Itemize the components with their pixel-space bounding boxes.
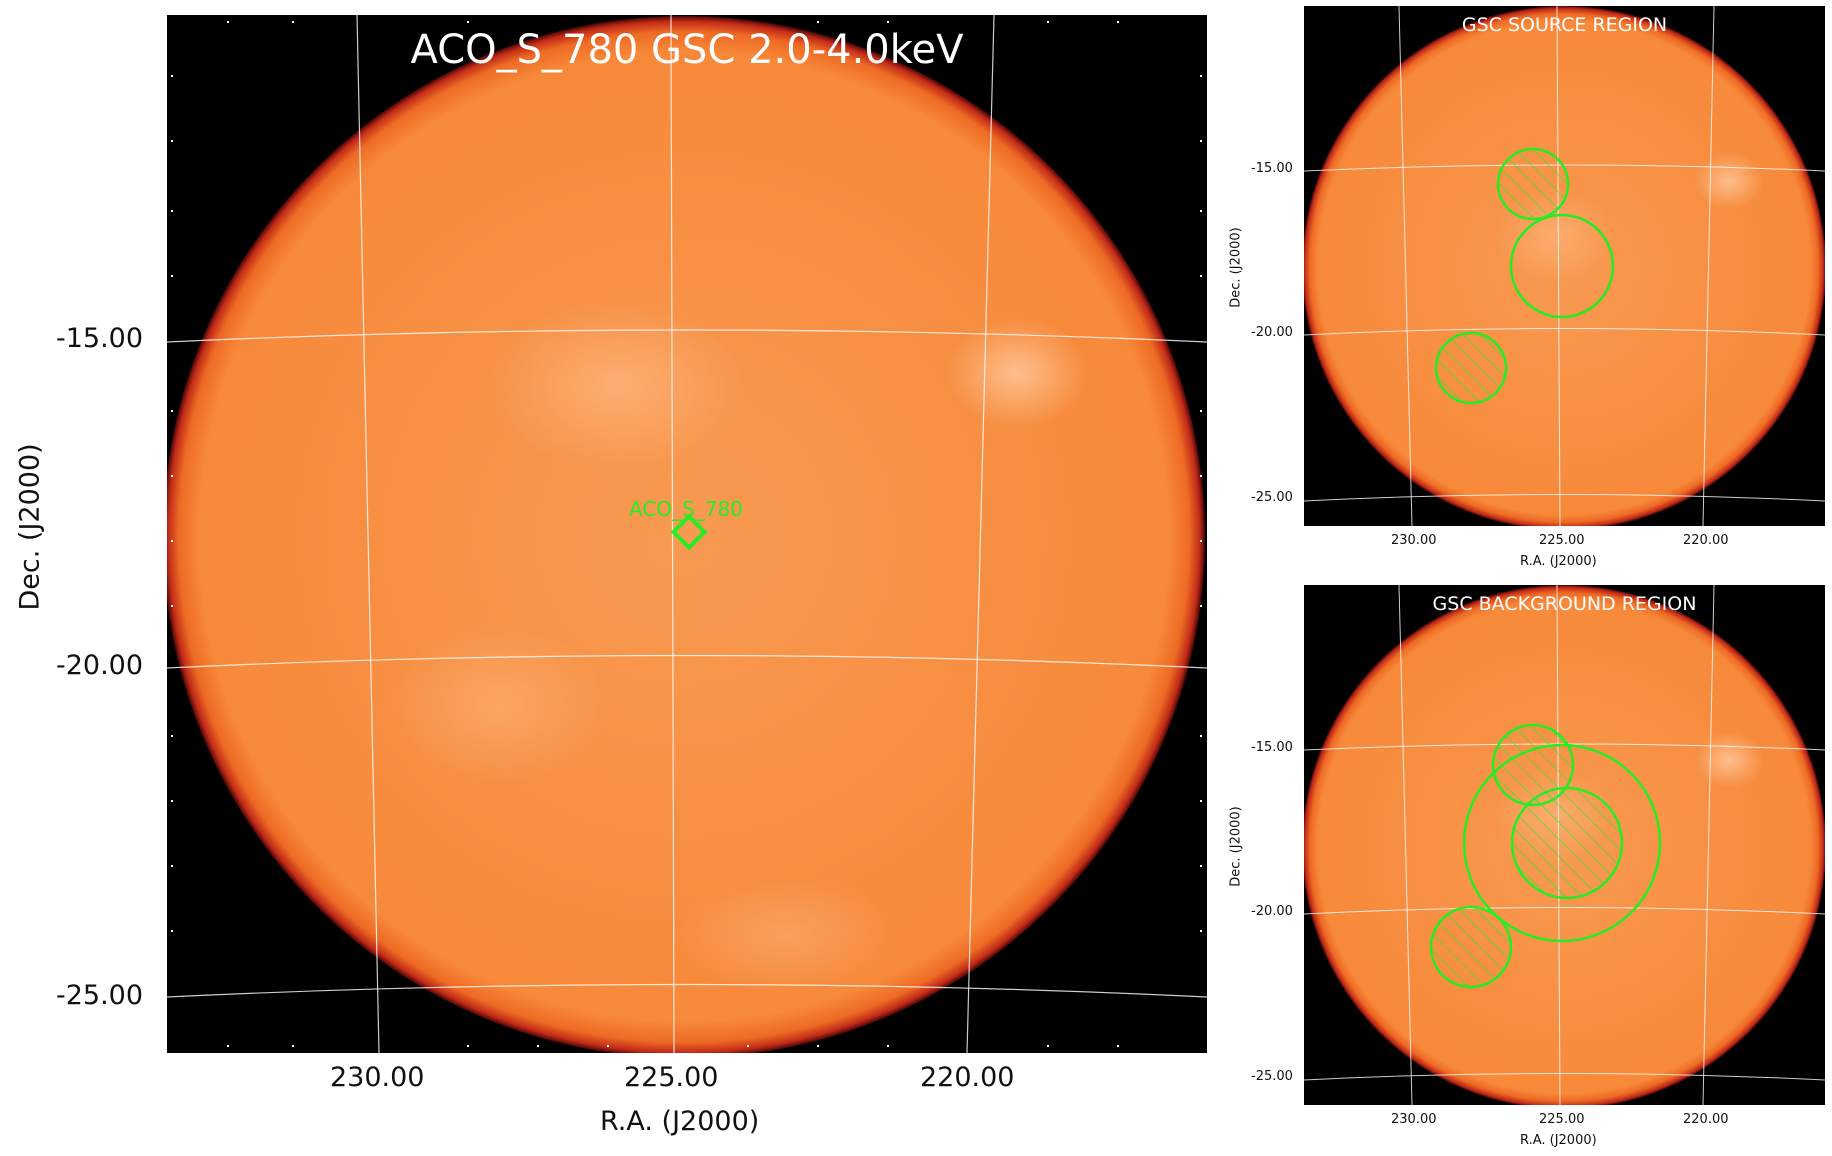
bg-ytick-3: -25.00 — [1251, 1069, 1293, 1084]
target-region-circle — [1509, 213, 1615, 319]
source-name-label: ACO_S_780 — [629, 497, 743, 521]
src-ytick-2: -20.00 — [1251, 325, 1293, 340]
main-ytick-3: -25.00 — [56, 980, 144, 1011]
bg-xlabel: R.A. (J2000) — [1520, 1133, 1597, 1148]
bg-xtick-2: 225.00 — [1539, 1112, 1585, 1127]
main-sky-image — [167, 15, 1207, 1053]
grid-ra-220 — [966, 15, 995, 1053]
grid-ra-230 — [356, 15, 380, 1053]
excluded-region-circle — [1429, 905, 1513, 989]
main-title: ACO_S_780 GSC 2.0-4.0keV — [410, 27, 964, 73]
source-position-marker — [670, 513, 708, 551]
src-ylabel: Dec. (J2000) — [1228, 227, 1244, 308]
bg-xtick-3: 220.00 — [1683, 1112, 1729, 1127]
coordinate-grid — [1304, 6, 1825, 526]
main-xlabel: R.A. (J2000) — [600, 1106, 760, 1137]
source-region-circle — [1496, 147, 1570, 221]
src-ytick-3: -25.00 — [1251, 490, 1293, 505]
main-xtick-2: 225.00 — [624, 1062, 719, 1093]
bg-ylabel: Dec. (J2000) — [1228, 806, 1244, 887]
src-xlabel: R.A. (J2000) — [1520, 554, 1597, 569]
bg-xtick-1: 230.00 — [1391, 1112, 1437, 1127]
grid-dec-20 — [167, 654, 1207, 669]
source-region-panel: GSC SOURCE REGION — [1304, 6, 1825, 526]
source-region-image — [1304, 6, 1825, 526]
main-image-panel: ACO_S_780 GSC 2.0-4.0keV ACO_S_780 — [167, 15, 1207, 1053]
main-ytick-1: -15.00 — [56, 323, 144, 354]
background-region-panel: GSC BACKGROUND REGION — [1304, 585, 1825, 1105]
detector-disk — [167, 16, 1205, 1053]
excluded-region-circle — [1510, 786, 1624, 900]
frame-tick-marks — [171, 21, 1202, 1047]
src-xtick-3: 220.00 — [1683, 533, 1729, 548]
bg-ytick-2: -20.00 — [1251, 904, 1293, 919]
brightness-features — [387, 300, 1087, 995]
background-region-image — [1304, 585, 1825, 1105]
src-xtick-1: 230.00 — [1391, 533, 1437, 548]
main-ylabel: Dec. (J2000) — [14, 443, 46, 611]
source-region-circle — [1434, 331, 1508, 405]
grid-dec-15 — [167, 329, 1207, 343]
grid-ra-225 — [670, 15, 675, 1053]
bg-ytick-1: -15.00 — [1251, 740, 1293, 755]
main-xtick-1: 230.00 — [330, 1062, 425, 1093]
src-ytick-1: -15.00 — [1251, 161, 1293, 176]
coordinate-grid — [167, 15, 1207, 1053]
background-region-title: GSC BACKGROUND REGION — [1432, 593, 1697, 615]
main-ytick-2: -20.00 — [56, 650, 144, 681]
src-xtick-2: 225.00 — [1539, 533, 1585, 548]
main-xtick-3: 220.00 — [920, 1062, 1015, 1093]
source-region-title: GSC SOURCE REGION — [1461, 14, 1668, 36]
grid-dec-25 — [167, 983, 1207, 998]
